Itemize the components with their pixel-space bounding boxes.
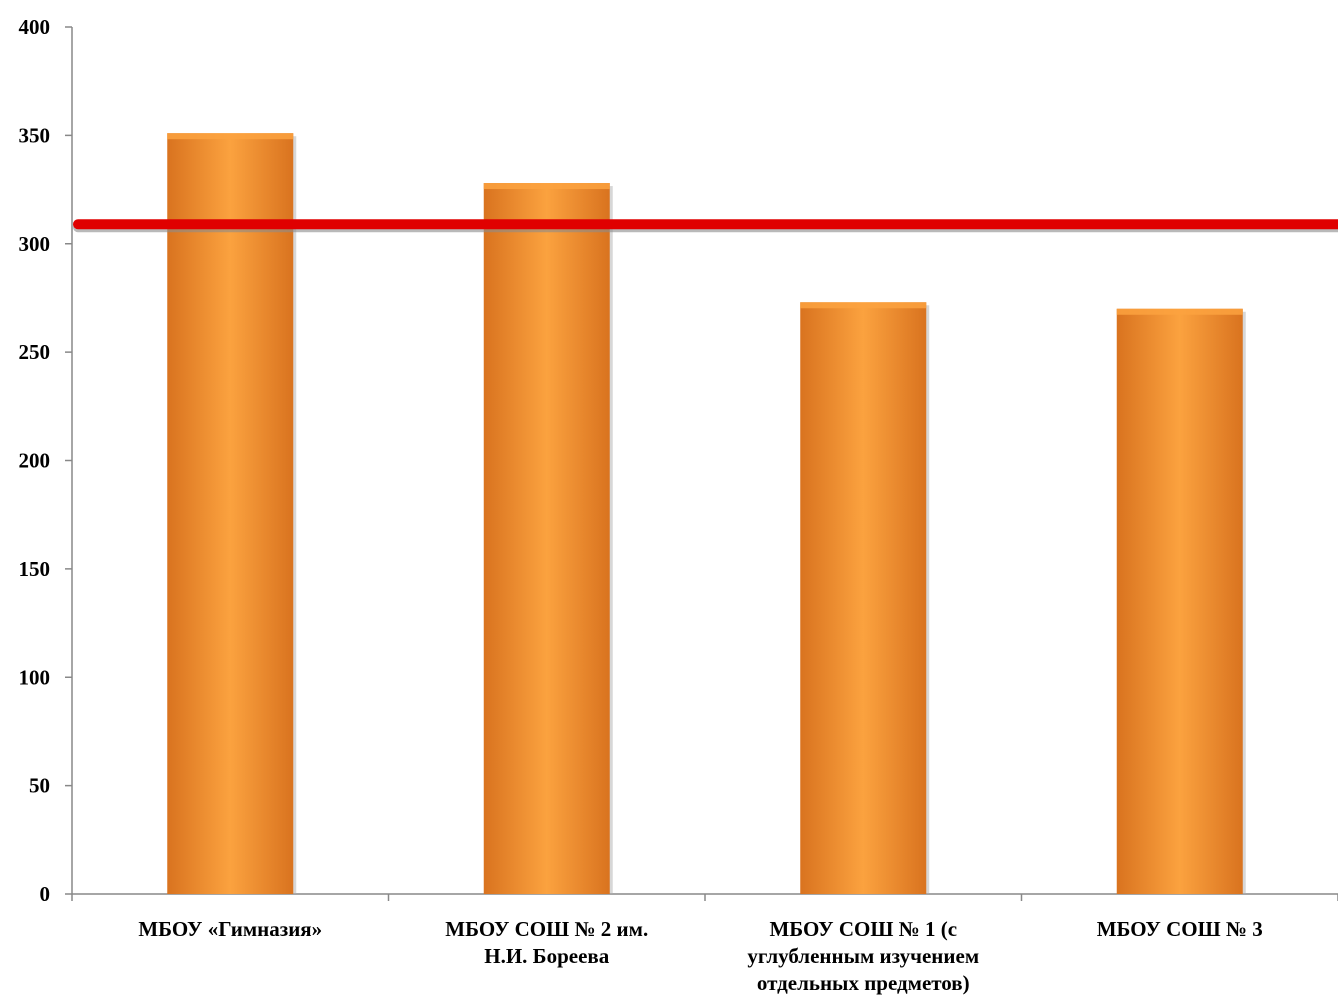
y-tick-label: 100 — [19, 665, 51, 689]
bar — [483, 183, 610, 894]
bar-top-bevel — [167, 133, 294, 140]
y-axis: 0 50 100 150 200 250 300 350 400 — [19, 15, 73, 906]
x-category-label: МБОУ СОШ № 1 (с углубленным изучением от… — [747, 917, 980, 995]
bar — [167, 133, 294, 894]
bar — [1116, 308, 1243, 894]
y-tick-label: 400 — [19, 15, 51, 39]
y-tick-label: 200 — [19, 449, 51, 473]
bar-group — [167, 133, 297, 894]
y-tick-label: 300 — [19, 232, 51, 256]
bars — [167, 133, 1246, 895]
x-category-label: МБОУ СОШ № 2 им. Н.И. Бореева — [445, 917, 649, 968]
bar-group — [800, 302, 930, 895]
bar-top-bevel — [1116, 308, 1243, 315]
x-category-label: МБОУ СОШ № 3 — [1096, 917, 1263, 941]
y-tick-label: 250 — [19, 340, 51, 364]
bar-group — [1116, 308, 1246, 894]
x-category-label: МБОУ «Гимназия» — [138, 917, 323, 941]
reference-line — [73, 219, 1338, 233]
bar-group — [483, 183, 613, 894]
y-tick-label: 150 — [19, 557, 51, 581]
y-tick-label: 350 — [19, 123, 51, 147]
bar-top-bevel — [483, 183, 610, 190]
bar — [800, 302, 927, 895]
x-axis — [71, 893, 1338, 901]
y-tick-label: 50 — [29, 774, 50, 798]
bar-top-bevel — [800, 302, 927, 309]
y-tick-label: 0 — [40, 882, 51, 906]
